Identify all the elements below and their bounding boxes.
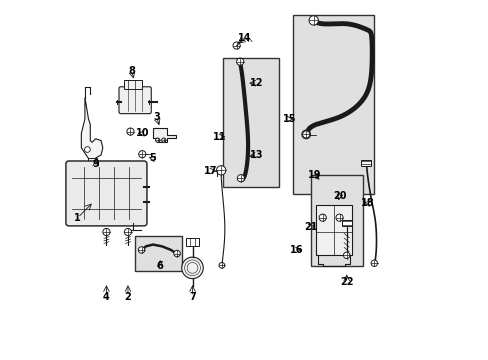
- Circle shape: [219, 262, 224, 268]
- Circle shape: [102, 228, 110, 235]
- Text: 20: 20: [332, 191, 346, 201]
- Text: 17: 17: [203, 166, 217, 176]
- Text: 2: 2: [124, 292, 131, 302]
- Circle shape: [233, 42, 240, 49]
- Text: 18: 18: [361, 198, 374, 208]
- Circle shape: [216, 166, 225, 175]
- Circle shape: [138, 247, 144, 253]
- FancyBboxPatch shape: [316, 205, 351, 255]
- Text: 3: 3: [153, 112, 160, 122]
- FancyBboxPatch shape: [119, 87, 151, 114]
- Text: 6: 6: [157, 261, 163, 271]
- Circle shape: [174, 250, 180, 257]
- FancyBboxPatch shape: [223, 58, 278, 187]
- Text: 13: 13: [250, 150, 263, 160]
- Circle shape: [84, 147, 90, 152]
- Text: 1: 1: [74, 213, 81, 222]
- Circle shape: [182, 257, 203, 279]
- FancyBboxPatch shape: [310, 175, 362, 266]
- Text: 14: 14: [237, 33, 251, 43]
- Text: 7: 7: [189, 292, 196, 302]
- Circle shape: [237, 175, 244, 182]
- Polygon shape: [153, 128, 176, 142]
- Circle shape: [155, 138, 160, 142]
- Polygon shape: [88, 158, 97, 167]
- Circle shape: [126, 128, 134, 135]
- Circle shape: [319, 214, 325, 221]
- Text: 15: 15: [282, 114, 295, 124]
- Text: 5: 5: [149, 153, 156, 163]
- Circle shape: [343, 252, 349, 258]
- FancyBboxPatch shape: [66, 161, 147, 226]
- Text: 12: 12: [250, 78, 263, 88]
- Bar: [185, 238, 199, 246]
- Bar: [341, 220, 351, 226]
- Circle shape: [236, 58, 244, 65]
- Text: 9: 9: [92, 159, 99, 169]
- FancyBboxPatch shape: [135, 235, 182, 271]
- Bar: [361, 159, 371, 166]
- Bar: [124, 80, 142, 89]
- Circle shape: [139, 150, 145, 158]
- Circle shape: [370, 260, 377, 266]
- Text: 11: 11: [212, 132, 225, 142]
- Text: 4: 4: [103, 292, 110, 302]
- Circle shape: [335, 214, 343, 221]
- Circle shape: [124, 228, 131, 235]
- Polygon shape: [81, 98, 102, 160]
- Circle shape: [302, 131, 309, 138]
- Text: 16: 16: [289, 245, 303, 255]
- Circle shape: [308, 16, 318, 25]
- FancyBboxPatch shape: [292, 15, 373, 194]
- Text: 22: 22: [339, 277, 353, 287]
- Text: 10: 10: [135, 129, 149, 138]
- Circle shape: [162, 138, 165, 142]
- Text: 19: 19: [307, 170, 321, 180]
- Circle shape: [301, 130, 310, 139]
- Text: 8: 8: [128, 66, 135, 76]
- Text: 21: 21: [304, 222, 317, 231]
